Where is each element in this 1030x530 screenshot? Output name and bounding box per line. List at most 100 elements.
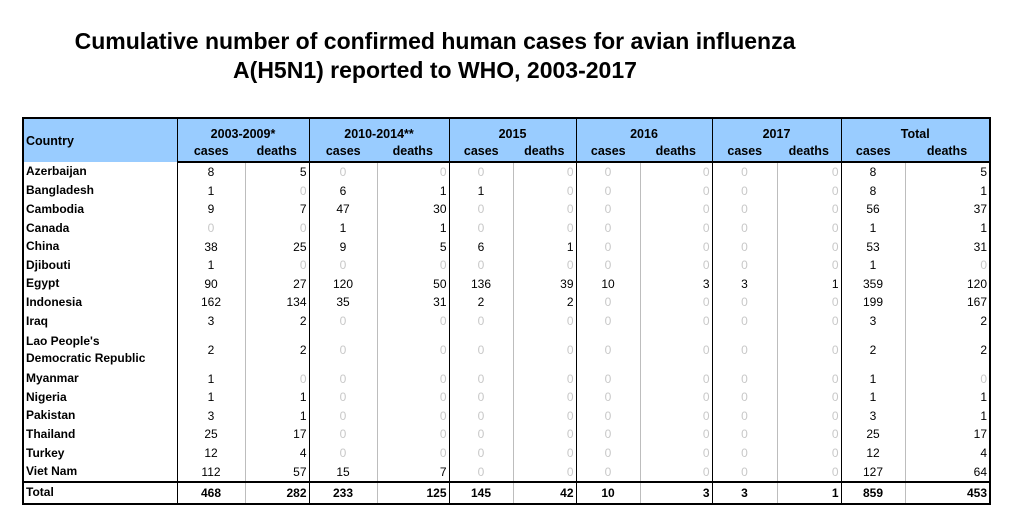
deaths-cell: 37: [973, 202, 988, 217]
cases-cell: 0: [712, 162, 778, 182]
deaths-cell: 0: [777, 387, 842, 407]
deaths-cell: 50: [377, 274, 450, 294]
deaths-header: deaths: [905, 141, 991, 163]
header-row-periods: Country 2003-2009* 2010-2014** 2015 2016…: [23, 118, 991, 162]
cases-cell: 0: [712, 387, 778, 407]
deaths-cell: 42: [513, 480, 577, 504]
table-row: Egypt 90 27 120 50 136 39 10 3 3 1 359 120: [23, 274, 990, 294]
cases-cell: 6: [309, 181, 378, 201]
cases-cell: 0: [309, 330, 378, 370]
deaths-cell: 7: [377, 462, 450, 482]
country-name: Total: [23, 480, 178, 504]
cases-cell: 112: [177, 462, 246, 482]
cases-cell: 15: [309, 462, 378, 482]
deaths-cell: 0: [245, 369, 310, 388]
deaths-cell: 0: [640, 255, 713, 275]
deaths-cell: 0: [513, 181, 577, 201]
cases-cell: 6: [449, 237, 514, 256]
deaths-cell: 0: [777, 237, 842, 256]
cases-cell: 127: [841, 462, 906, 482]
cases-cell: 0: [309, 311, 378, 331]
deaths-cell: 0: [513, 218, 577, 238]
deaths-cell: 0: [640, 311, 713, 331]
cases-cell: 3: [712, 480, 778, 504]
cases-cell: 0: [712, 293, 778, 312]
page-title: Cumulative number of confirmed human cas…: [74, 28, 796, 54]
cases-cell: 53: [841, 237, 906, 256]
cases-cell: 0: [449, 218, 514, 238]
cases-cell: 0: [177, 218, 246, 238]
cases-cell: 1: [841, 218, 906, 238]
deaths-cell: 5: [245, 162, 310, 182]
country-name: Lao People's Democratic Republic: [23, 330, 178, 370]
deaths-cell: 0: [377, 255, 450, 275]
cases-cell: 0: [449, 162, 514, 182]
deaths-cell: 0: [245, 181, 310, 201]
deaths-cell: 0: [777, 311, 842, 331]
deaths-cell: 1: [245, 406, 310, 426]
period-header: 2016: [576, 118, 713, 141]
table-row: Lao People's Democratic Republic 2 2 0 0 0 0 0 0…: [23, 330, 990, 370]
cases-cell: 0: [576, 181, 641, 201]
deaths-header: deaths: [777, 141, 842, 163]
deaths-cell: 1: [245, 387, 310, 407]
cases-cell: 1: [177, 369, 246, 388]
period-header: 2017: [712, 118, 842, 141]
deaths-cell: 0: [640, 218, 713, 238]
cases-header: cases: [449, 141, 514, 163]
header-row-metrics: cases deaths cases deaths cases deaths c…: [23, 141, 991, 163]
cases-header: cases: [712, 141, 778, 163]
table-row: Viet Nam 112 57 15 7 0 0 0 0 0 0 127 64: [23, 462, 990, 482]
deaths-cell: 0: [640, 181, 713, 201]
deaths-header: deaths: [377, 141, 450, 163]
deaths-cell: 2: [980, 342, 988, 357]
deaths-cell: 0: [377, 369, 450, 388]
cases-cell: 12: [177, 443, 246, 463]
cases-cell: 9: [177, 200, 246, 219]
deaths-cell: 1: [980, 390, 988, 405]
deaths-cell: 0: [377, 406, 450, 426]
country-name: Pakistan: [23, 406, 178, 426]
period-header: 2010-2014**: [309, 118, 450, 141]
cases-cell: 0: [449, 369, 514, 388]
deaths-cell: 17: [973, 427, 988, 442]
cases-cell: 0: [449, 330, 514, 370]
cases-cell: 35: [309, 293, 378, 312]
cases-cell: 8: [841, 181, 906, 201]
cases-cell: 8: [177, 162, 246, 182]
deaths-cell: 0: [640, 406, 713, 426]
cases-cell: 359: [841, 274, 906, 294]
cases-cell: 1: [177, 255, 246, 275]
cases-cell: 0: [576, 218, 641, 238]
cases-cell: 1: [841, 369, 906, 388]
cases-cell: 1: [177, 181, 246, 201]
cases-cell: 1: [841, 255, 906, 275]
table-row: Canada 0 0 1 1 0 0 0 0 0 0 1 1: [23, 218, 990, 238]
table-row: Azerbaijan 8 5 0 0 0 0 0 0 0 0 8 5: [23, 162, 990, 182]
deaths-cell: 0: [513, 425, 577, 444]
deaths-cell: 0: [640, 387, 713, 407]
deaths-cell: 39: [513, 274, 577, 294]
deaths-cell: 0: [640, 200, 713, 219]
cases-cell: 0: [576, 369, 641, 388]
deaths-cell: 0: [640, 293, 713, 312]
deaths-cell: 0: [777, 293, 842, 312]
deaths-cell: 0: [377, 311, 450, 331]
cases-cell: 1: [177, 387, 246, 407]
country-name: Bangladesh: [23, 181, 178, 201]
deaths-cell: 0: [777, 200, 842, 219]
deaths-cell: 282: [245, 480, 310, 504]
cases-cell: 145: [449, 480, 514, 504]
cases-cell: 0: [712, 330, 778, 370]
cases-cell: 3: [841, 406, 906, 426]
cases-cell: 0: [712, 311, 778, 331]
cases-cell: 12: [841, 443, 906, 463]
deaths-cell: 0: [245, 255, 310, 275]
deaths-cell: 2: [980, 314, 988, 329]
cases-cell: 0: [712, 406, 778, 426]
cases-table: Country 2003-2009* 2010-2014** 2015 2016…: [22, 117, 992, 505]
deaths-cell: 5: [980, 165, 988, 180]
cases-cell: 0: [712, 255, 778, 275]
cases-cell: 0: [449, 200, 514, 219]
table-row: Thailand 25 17 0 0 0 0 0 0 0 0 25 17: [23, 425, 990, 444]
